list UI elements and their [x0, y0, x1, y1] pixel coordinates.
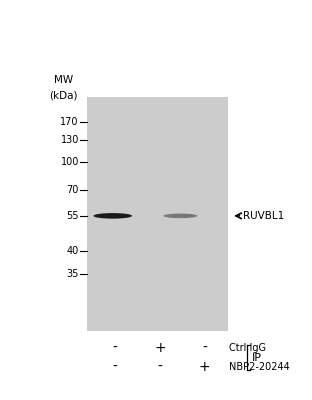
Text: 55: 55: [66, 211, 79, 221]
Text: 70: 70: [66, 185, 79, 195]
Text: -: -: [158, 360, 162, 374]
Text: Ctrl IgG: Ctrl IgG: [229, 343, 266, 353]
Text: +: +: [154, 341, 166, 355]
Text: RUVBL1: RUVBL1: [243, 211, 285, 221]
Text: IP: IP: [252, 352, 262, 362]
Ellipse shape: [93, 213, 132, 219]
Text: NBP2-20244: NBP2-20244: [229, 362, 290, 372]
Text: (kDa): (kDa): [49, 90, 77, 100]
Text: MW: MW: [54, 75, 73, 85]
Text: -: -: [113, 360, 118, 374]
Text: 100: 100: [61, 157, 79, 167]
Text: 130: 130: [61, 135, 79, 146]
Text: -: -: [113, 341, 118, 355]
Text: -: -: [202, 341, 207, 355]
Text: +: +: [199, 360, 211, 374]
Text: 35: 35: [66, 269, 79, 279]
Bar: [87, 97, 228, 331]
Text: 170: 170: [61, 117, 79, 127]
Ellipse shape: [163, 214, 197, 218]
Text: 40: 40: [67, 246, 79, 256]
